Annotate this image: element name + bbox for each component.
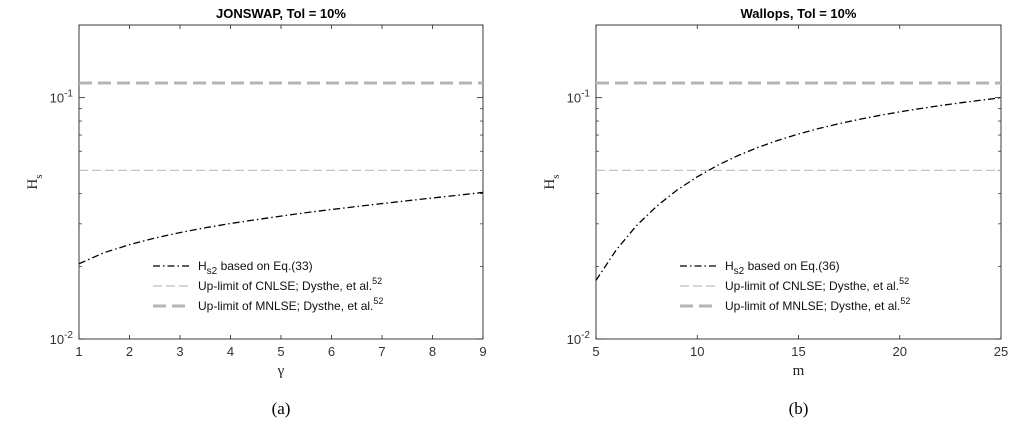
legend-label-main: Up-limit of CNLSE; Dysthe, et al. bbox=[198, 279, 372, 293]
x-tick-label: 3 bbox=[176, 344, 183, 359]
legend-label-sup: 52 bbox=[373, 296, 383, 306]
x-tick-label: 15 bbox=[791, 344, 805, 359]
y-tick-base: 10 bbox=[567, 332, 581, 347]
series-line-1 bbox=[595, 97, 1002, 281]
y-axis-label-sub: s bbox=[550, 174, 562, 178]
legend-label-1: Hs2 based on Eq.(33) bbox=[198, 259, 313, 277]
x-tick-label: 5 bbox=[277, 344, 284, 359]
legend-label-2: Up-limit of CNLSE; Dysthe, et al.52 bbox=[725, 276, 909, 293]
y-tick-label: 10-2 bbox=[50, 330, 74, 347]
legend-label-sup: 52 bbox=[372, 276, 382, 286]
series-line-1 bbox=[78, 191, 484, 265]
legend-label-main: H bbox=[198, 259, 207, 273]
legend-label-rest: based on Eq.(36) bbox=[744, 259, 839, 273]
x-tick-label: 8 bbox=[429, 344, 436, 359]
legend-label-1: Hs2 based on Eq.(36) bbox=[725, 259, 840, 277]
y-tick-exponent: -1 bbox=[64, 89, 73, 100]
legend-label-3: Up-limit of MNLSE; Dysthe, et al.52 bbox=[725, 296, 910, 313]
x-tick-label: 9 bbox=[479, 344, 486, 359]
x-tick-label: 1 bbox=[75, 344, 82, 359]
legend-label-sub: s2 bbox=[734, 266, 745, 277]
y-axis-label-main: H bbox=[25, 179, 41, 190]
x-axis-label: m bbox=[793, 363, 805, 379]
legend-label-sup: 52 bbox=[900, 296, 910, 306]
chart-title: JONSWAP, Tol = 10% bbox=[216, 6, 346, 21]
y-tick-exponent: -2 bbox=[581, 330, 590, 341]
x-tick-label: 6 bbox=[328, 344, 335, 359]
y-tick-base: 10 bbox=[567, 91, 581, 106]
legend-label-rest: based on Eq.(33) bbox=[217, 259, 312, 273]
chart-panel-b: Wallops, Tol = 10%5 10 15 20 2510-210-1mHsHs… bbox=[542, 6, 1008, 418]
x-tick-label: 4 bbox=[227, 344, 234, 359]
x-tick-label: 10 bbox=[690, 344, 704, 359]
y-tick-label: 10-2 bbox=[567, 330, 591, 347]
chart-title: Wallops, Tol = 10% bbox=[741, 6, 857, 21]
legend-label-main: Up-limit of CNLSE; Dysthe, et al. bbox=[725, 279, 899, 293]
legend-label-main: H bbox=[725, 259, 734, 273]
x-tick-label: 7 bbox=[378, 344, 385, 359]
x-axis-label: γ bbox=[277, 363, 285, 379]
panel-caption: (b) bbox=[789, 399, 809, 418]
y-axis-label: Hs bbox=[25, 174, 45, 189]
y-tick-label: 10-1 bbox=[50, 89, 74, 106]
y-tick-base: 10 bbox=[50, 332, 64, 347]
legend-label-sup: 52 bbox=[899, 276, 909, 286]
x-tick-label: 5 bbox=[592, 344, 599, 359]
legend-label-main: Up-limit of MNLSE; Dysthe, et al. bbox=[725, 299, 900, 313]
legend-label-sub: s2 bbox=[207, 266, 218, 277]
panel-caption: (a) bbox=[272, 399, 291, 418]
legend-label-main: Up-limit of MNLSE; Dysthe, et al. bbox=[198, 299, 373, 313]
x-tick-label: 2 bbox=[126, 344, 133, 359]
chart-panel-a: JONSWAP, Tol = 10%1 2 3 4 5 6 7 8 910-210-1γHsHs… bbox=[25, 6, 487, 418]
y-tick-exponent: -2 bbox=[64, 330, 73, 341]
y-axis-label-main: H bbox=[542, 179, 558, 190]
y-axis-label-sub: s bbox=[33, 174, 45, 178]
legend-label-2: Up-limit of CNLSE; Dysthe, et al.52 bbox=[198, 276, 382, 293]
x-tick-label: 20 bbox=[893, 344, 907, 359]
y-tick-label: 10-1 bbox=[567, 89, 591, 106]
y-tick-base: 10 bbox=[50, 91, 64, 106]
y-axis-label: Hs bbox=[542, 174, 562, 189]
y-tick-exponent: -1 bbox=[581, 89, 590, 100]
legend-label-3: Up-limit of MNLSE; Dysthe, et al.52 bbox=[198, 296, 383, 313]
x-tick-label: 25 bbox=[994, 344, 1008, 359]
